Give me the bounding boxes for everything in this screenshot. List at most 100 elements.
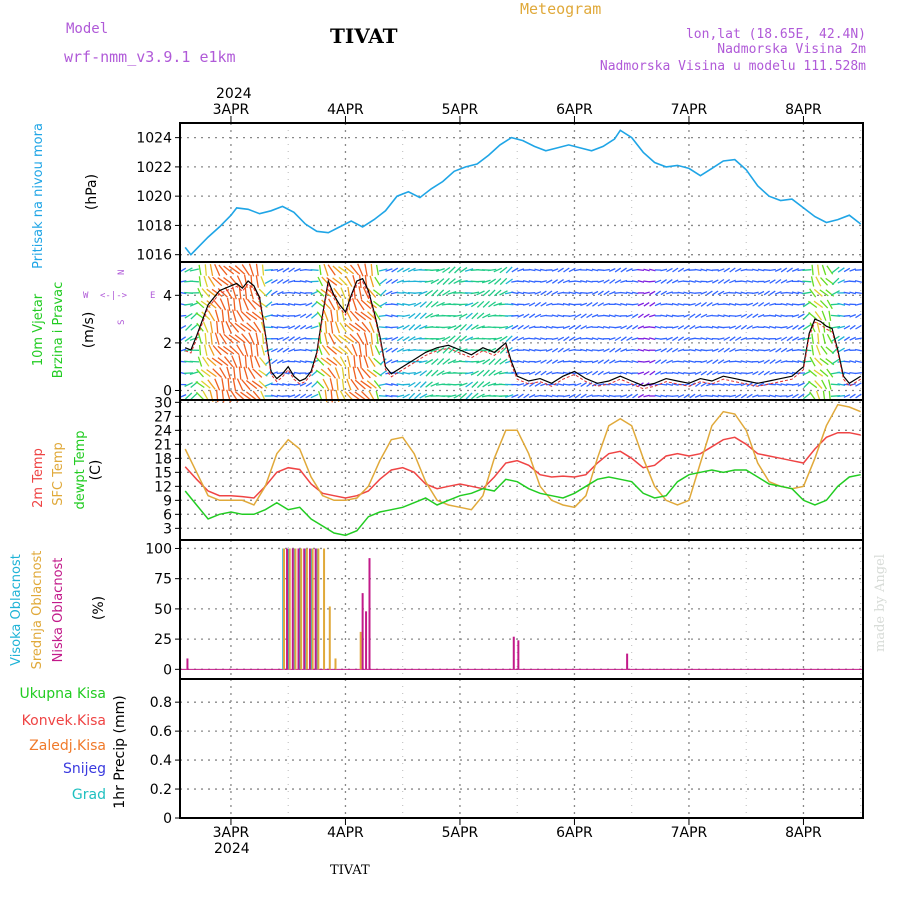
wind-arrow	[819, 369, 829, 377]
wind-arrow	[631, 280, 639, 283]
wind-arrow	[299, 382, 307, 387]
wind-arrow	[694, 348, 702, 352]
wind-arrow	[586, 371, 593, 376]
ytick-label: 1020	[136, 189, 172, 205]
wind-arrow	[786, 348, 794, 353]
wind-arrow	[327, 367, 337, 379]
top-date-labels: 3APR 4APR 5APR 6APR 7APR 8APR	[213, 102, 822, 123]
wind-arrow	[225, 321, 232, 334]
wind-arrow	[504, 303, 514, 306]
wind-arrow	[802, 291, 812, 295]
wind-arrow	[752, 325, 759, 329]
wind-side-label-2: Brzina i Pravac	[51, 282, 66, 379]
wind-arrow	[729, 371, 736, 375]
wind-arrow	[402, 360, 411, 363]
wind-arrow	[597, 370, 604, 376]
wind-arrow	[808, 300, 818, 309]
wind-arrow	[294, 393, 301, 399]
wind-arrow	[614, 279, 622, 284]
wind-arrow	[689, 393, 696, 399]
wind-arrow	[540, 349, 547, 352]
wind-arrow	[608, 337, 616, 341]
wind-arrow	[414, 381, 422, 388]
wind-arrow	[700, 301, 707, 307]
wind-arrow	[246, 322, 257, 333]
wind-arrow	[221, 309, 225, 323]
wind-arrow	[464, 268, 474, 272]
wind-arrow	[843, 291, 851, 295]
wind-arrow	[557, 326, 565, 329]
wind-arrow	[396, 347, 405, 353]
wind-arrow	[453, 383, 463, 386]
wind-arrow	[774, 359, 782, 364]
wind-arrow	[430, 269, 440, 271]
wind-arrow	[435, 337, 446, 341]
bottom-day-label: 5APR	[442, 825, 479, 841]
wind-arrow	[813, 288, 823, 297]
wind-arrow	[332, 333, 342, 344]
wind-arrow	[251, 311, 263, 321]
wind-arrow	[385, 394, 393, 398]
wind-arrow	[597, 325, 605, 329]
wind-arrow	[363, 332, 369, 346]
ytick-label: 0	[163, 383, 172, 399]
ytick-label: 18	[154, 451, 172, 467]
wind-arrow	[209, 263, 214, 277]
wind-arrow	[231, 286, 237, 300]
wind-arrow	[517, 268, 525, 272]
wind-arrow	[568, 383, 576, 386]
wind-arrow	[797, 382, 805, 387]
wind-arrow	[327, 264, 336, 276]
wind-arrow	[597, 348, 605, 352]
wind-arrow	[248, 263, 255, 277]
wind-arrow	[358, 354, 362, 369]
wind-arrow	[574, 393, 582, 399]
wind-arrow	[706, 302, 713, 307]
wind-arrow	[436, 289, 445, 297]
wind-arrow	[413, 324, 422, 331]
wind-arrow	[529, 382, 536, 388]
wind-arrow	[831, 358, 840, 365]
wind-arrow	[229, 276, 240, 287]
wind-arrow	[249, 355, 254, 369]
wind-arrow	[349, 391, 361, 401]
wind-arrow	[632, 324, 639, 330]
wind-arrow	[774, 372, 782, 375]
wind-arrow	[358, 343, 363, 357]
cloud-side-label-2: Srednja Oblacnost	[30, 551, 45, 670]
wind-arrow	[620, 371, 628, 375]
ytick-label: 25	[154, 632, 172, 648]
wind-arrow	[360, 311, 372, 321]
wind-arrow	[528, 394, 536, 398]
wind-arrow	[413, 301, 422, 307]
wind-arrow	[223, 356, 234, 368]
wind-arrow	[660, 268, 668, 272]
wind-arrow	[677, 267, 685, 273]
wind-arrow	[631, 291, 639, 295]
wind-arrow	[326, 288, 338, 298]
wind-arrow	[591, 359, 599, 364]
wind-arrow	[441, 326, 451, 329]
wind-arrow	[689, 348, 696, 352]
wind-arrow	[459, 313, 468, 319]
wind-arrow	[608, 383, 616, 386]
wind-arrow	[769, 290, 776, 296]
panel-cloud: 0 25 50 75 100	[145, 540, 863, 679]
wind-arrow	[821, 264, 827, 276]
wind-arrow	[436, 301, 445, 307]
wind-arrow	[614, 291, 622, 294]
wind-arrow	[234, 334, 246, 344]
wind-arrow	[740, 360, 748, 364]
wind-arrow	[407, 371, 416, 375]
wind-arrow	[540, 370, 547, 376]
wind-side-label-1: 10m Vjetar	[31, 293, 46, 366]
wind-arrow	[276, 347, 284, 353]
wind-arrow	[354, 379, 366, 390]
wind-arrow	[671, 383, 679, 386]
top-day-label: 6APR	[556, 102, 593, 118]
wind-arrow	[769, 314, 776, 317]
wind-arrow	[245, 311, 258, 321]
wind-arrow	[849, 313, 857, 318]
wind-arrow	[282, 279, 290, 284]
